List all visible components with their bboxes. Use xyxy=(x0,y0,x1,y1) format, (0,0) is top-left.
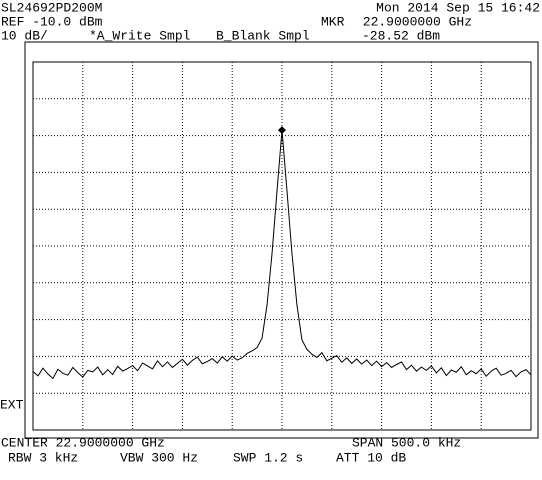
model: SL24692PD200M xyxy=(1,0,102,15)
center-frequency: CENTER 22.9000000 GHz xyxy=(1,435,165,450)
datetime: Mon 2014 Sep 15 16:42 xyxy=(376,0,540,15)
vbw: VBW 300 Hz xyxy=(120,450,198,465)
ext: EXT xyxy=(0,397,24,412)
marker-label: MKR xyxy=(321,14,345,29)
marker xyxy=(278,126,286,135)
attenuation: ATT 10 dB xyxy=(336,450,406,465)
marker-frequency: 22.9000000 GHz xyxy=(363,14,472,29)
marker-value: -28.52 dBm xyxy=(362,28,440,43)
frame xyxy=(24,41,539,439)
span: SPAN 500.0 kHz xyxy=(352,435,461,450)
trace-b: B_Blank Smpl xyxy=(216,28,310,43)
ref-level: REF -10.0 dBm xyxy=(1,14,103,29)
scale: 10 dB/ xyxy=(1,28,48,43)
sweep-time: SWP 1.2 s xyxy=(233,450,303,465)
rbw: RBW 3 kHz xyxy=(8,450,78,465)
trace-a: *A_Write Smpl xyxy=(89,28,191,43)
